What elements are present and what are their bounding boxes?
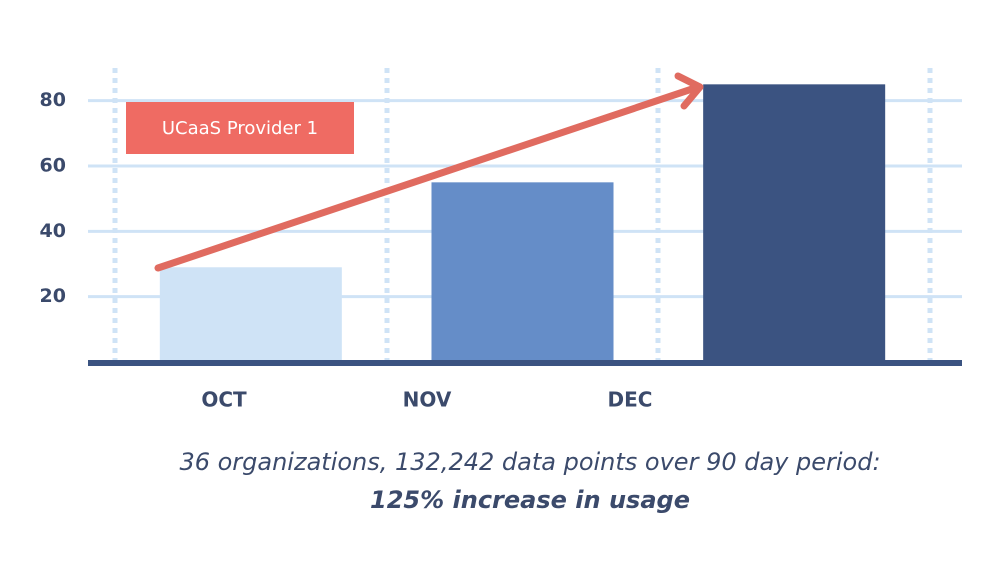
arrow-head [674, 72, 704, 110]
y-tick-label: 40 [40, 220, 66, 242]
bars [159, 84, 886, 362]
bar [431, 182, 614, 362]
annotation: UCaaS Provider 1 [162, 118, 318, 139]
y-tick-label: 20 [40, 285, 66, 307]
y-tick-label: 60 [40, 155, 66, 177]
vertical-dividers [112, 68, 933, 362]
x-tick-label: DEC [608, 388, 653, 412]
trend-arrow [154, 72, 704, 272]
bar [703, 84, 886, 362]
y-tick-label: 80 [40, 89, 66, 111]
arrow-shaft [154, 84, 699, 272]
caption: 36 organizations, 132,242 data points ov… [179, 448, 880, 476]
bar [159, 267, 342, 362]
x-tick-label: OCT [201, 388, 247, 412]
x-tick-label: NOV [403, 388, 452, 412]
annotation-box [126, 102, 354, 154]
highlight: 125% increase in usage [370, 486, 690, 514]
